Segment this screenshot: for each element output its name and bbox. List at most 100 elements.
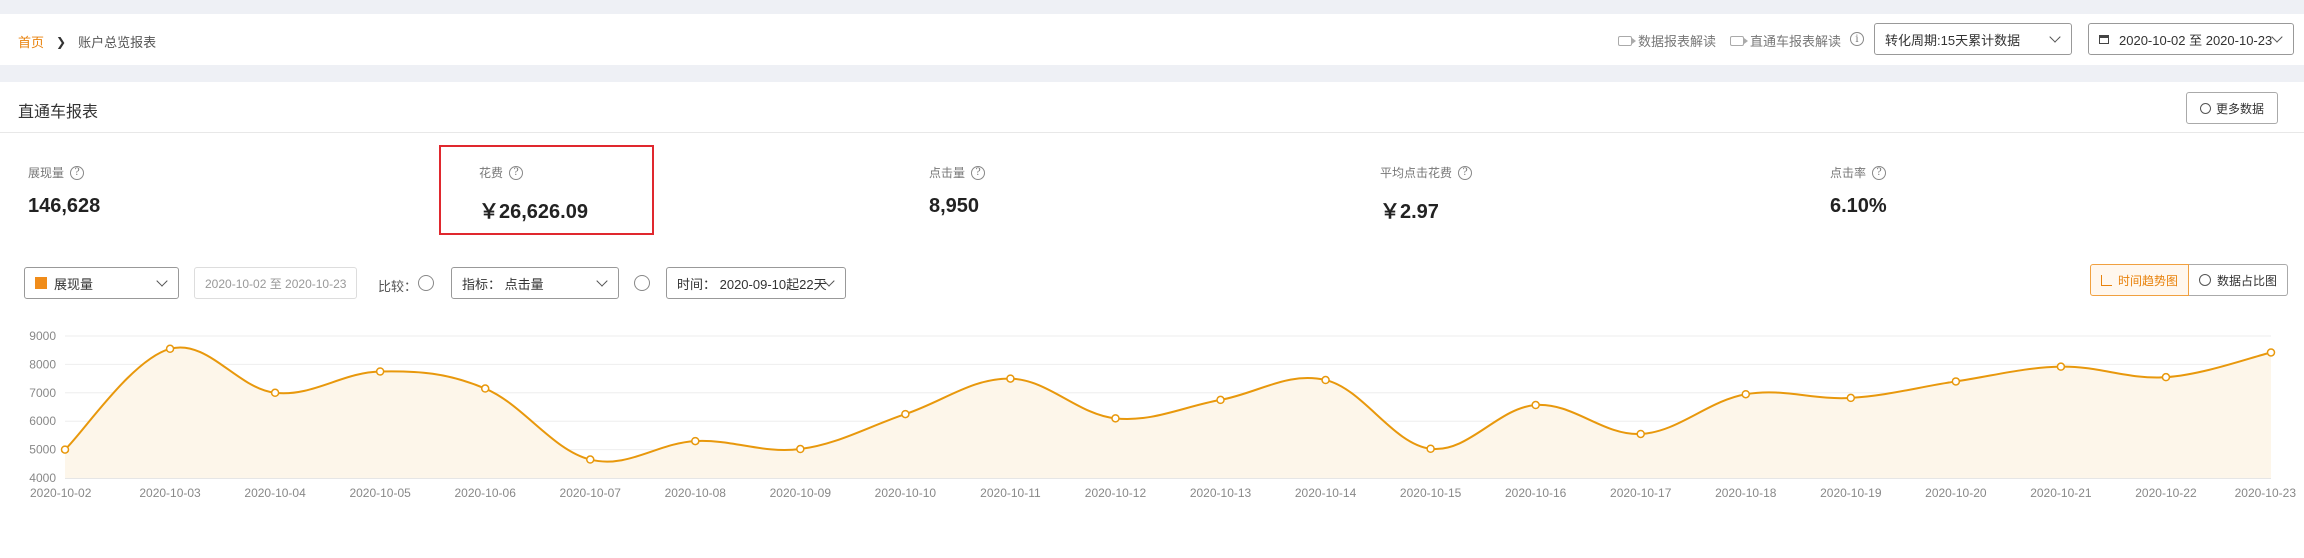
x-tick-label: 2020-10-08 (665, 486, 727, 500)
help-icon[interactable]: ? (971, 165, 986, 180)
data-point[interactable] (1006, 374, 1015, 383)
x-tick-label: 2020-10-13 (1190, 486, 1252, 500)
ztc-report-guide-link[interactable]: 直通车报表解读 (1730, 31, 1841, 50)
x-tick-label: 2020-10-06 (454, 486, 516, 500)
date-range-value: 2020-10-02 至 2020-10-23 (2119, 32, 2273, 48)
metric-select-value: 展现量 (54, 276, 94, 292)
data-report-guide-label: 数据报表解读 (1638, 34, 1717, 49)
settings-icon (2199, 102, 2211, 114)
conversion-period-value: 转化周期:15天累计数据 (1885, 32, 2021, 48)
x-tick-label: 2020-10-02 (30, 486, 92, 500)
indicator-select[interactable]: 指标： 点击量 (451, 267, 619, 299)
y-tick-label: 8000 (29, 357, 56, 371)
data-point[interactable] (1636, 429, 1645, 439)
x-tick-label: 2020-10-19 (1820, 486, 1882, 500)
data-point[interactable] (1426, 444, 1435, 453)
compare-indicator-radio[interactable] (418, 275, 434, 291)
data-point[interactable] (165, 344, 175, 354)
data-point[interactable] (691, 436, 700, 446)
metric-value: ￥2.97 (1380, 201, 1439, 223)
chevron-down-icon (2271, 31, 2283, 43)
data-report-guide-link[interactable]: 数据报表解读 (1618, 31, 1716, 50)
trend-view-button[interactable]: 时间趋势图 (2089, 264, 2189, 296)
series-points (60, 344, 2276, 464)
series-color-swatch (35, 277, 47, 289)
conversion-period-select[interactable]: 转化周期:15天累计数据 (1874, 23, 2072, 55)
metric-avg-cpc[interactable]: 平均点击花费? ￥2.97 (1380, 164, 1473, 224)
series-area (65, 347, 2271, 478)
data-point[interactable] (60, 445, 70, 454)
data-point[interactable] (2056, 362, 2066, 371)
trend-view-label: 时间趋势图 (2117, 273, 2178, 288)
metric-value: 6.10% (1830, 195, 1887, 217)
x-tick-label: 2020-10-16 (1505, 486, 1567, 500)
y-tick-label: 9000 (29, 329, 56, 343)
x-tick-label: 2020-10-10 (875, 486, 937, 500)
chart-date-range-value: 2020-10-02 至 2020-10-23 (205, 276, 347, 291)
data-point[interactable] (1741, 389, 1751, 399)
breadcrumb-home-link[interactable]: 首页 (18, 35, 45, 50)
help-icon[interactable]: ? (1872, 165, 1887, 180)
chevron-down-icon (596, 275, 608, 287)
data-point[interactable] (2161, 372, 2171, 382)
indicator-select-value: 指标： 点击量 (462, 276, 544, 292)
help-icon[interactable]: ? (1458, 165, 1473, 180)
x-tick-label: 2020-10-17 (1610, 486, 1672, 500)
x-tick-label: 2020-10-18 (1715, 486, 1777, 500)
metric-select[interactable]: 展现量 (24, 267, 179, 299)
metric-clicks[interactable]: 点击量? 8,950 (929, 164, 986, 218)
data-point[interactable] (901, 409, 910, 419)
compare-time-radio[interactable] (634, 275, 650, 291)
data-point[interactable] (270, 388, 280, 398)
data-point[interactable] (480, 384, 490, 393)
x-tick-label: 2020-10-22 (2135, 486, 2197, 500)
help-icon[interactable]: ? (509, 165, 524, 180)
metric-label: 平均点击花费 (1380, 166, 1453, 180)
data-point[interactable] (585, 455, 595, 464)
data-point[interactable] (1531, 400, 1540, 410)
x-tick-label: 2020-10-15 (1400, 486, 1462, 500)
data-point[interactable] (1846, 393, 1856, 403)
chevron-down-icon (156, 275, 168, 287)
data-point[interactable] (375, 367, 385, 376)
ztc-report-panel: 直通车报表 更多数据 展现量? 146,628 花费? ￥26,626.09 点… (0, 82, 2304, 558)
metric-cost[interactable]: 花费? ￥26,626.09 (479, 164, 588, 224)
metric-value: ￥26,626.09 (479, 201, 588, 223)
date-range-picker[interactable]: 2020-10-02 至 2020-10-23 (2088, 23, 2294, 55)
x-tick-label: 2020-10-07 (560, 486, 622, 500)
x-tick-label: 2020-10-09 (770, 486, 832, 500)
info-icon[interactable]: i (1850, 32, 1864, 46)
data-point[interactable] (796, 444, 805, 454)
series-line (64, 346, 2272, 463)
metric-ctr[interactable]: 点击率? 6.10% (1830, 164, 1887, 218)
compare-label: 比较： (378, 279, 418, 294)
share-view-button[interactable]: 数据占比图 (2188, 264, 2288, 296)
data-point[interactable] (1951, 377, 1961, 386)
highlight-box (439, 145, 654, 235)
panel-title: 直通车报表 (18, 104, 99, 121)
line-chart-icon (2100, 274, 2112, 286)
y-tick-label: 7000 (29, 386, 56, 400)
ztc-report-guide-label: 直通车报表解读 (1750, 34, 1842, 49)
x-tick-label: 2020-10-12 (1085, 486, 1147, 500)
data-point[interactable] (1321, 375, 1330, 385)
more-data-label: 更多数据 (2215, 101, 2264, 116)
data-point[interactable] (2266, 348, 2276, 357)
panel-header: 直通车报表 更多数据 (0, 82, 2304, 133)
y-tick-label: 5000 (29, 443, 56, 457)
top-bar: 首页 ❯ 账户总览报表 数据报表解读 直通车报表解读 i 转化周期:15天累计数… (0, 14, 2304, 65)
metric-value: 146,628 (28, 195, 101, 217)
y-tick-label: 6000 (29, 414, 56, 428)
breadcrumb-current: 账户总览报表 (78, 35, 157, 50)
metric-label: 花费 (479, 166, 504, 180)
data-point[interactable] (1216, 395, 1225, 405)
chevron-down-icon (2049, 31, 2061, 43)
video-icon (1618, 35, 1636, 46)
more-data-button[interactable]: 更多数据 (2186, 92, 2278, 124)
help-icon[interactable]: ? (70, 165, 85, 180)
time-select[interactable]: 时间： 2020-09-10起22天 (666, 267, 846, 299)
metric-label: 展现量 (28, 166, 65, 180)
data-point[interactable] (1111, 414, 1120, 423)
y-tick-label: 4000 (29, 471, 56, 485)
metric-impressions[interactable]: 展现量? 146,628 (28, 164, 100, 218)
